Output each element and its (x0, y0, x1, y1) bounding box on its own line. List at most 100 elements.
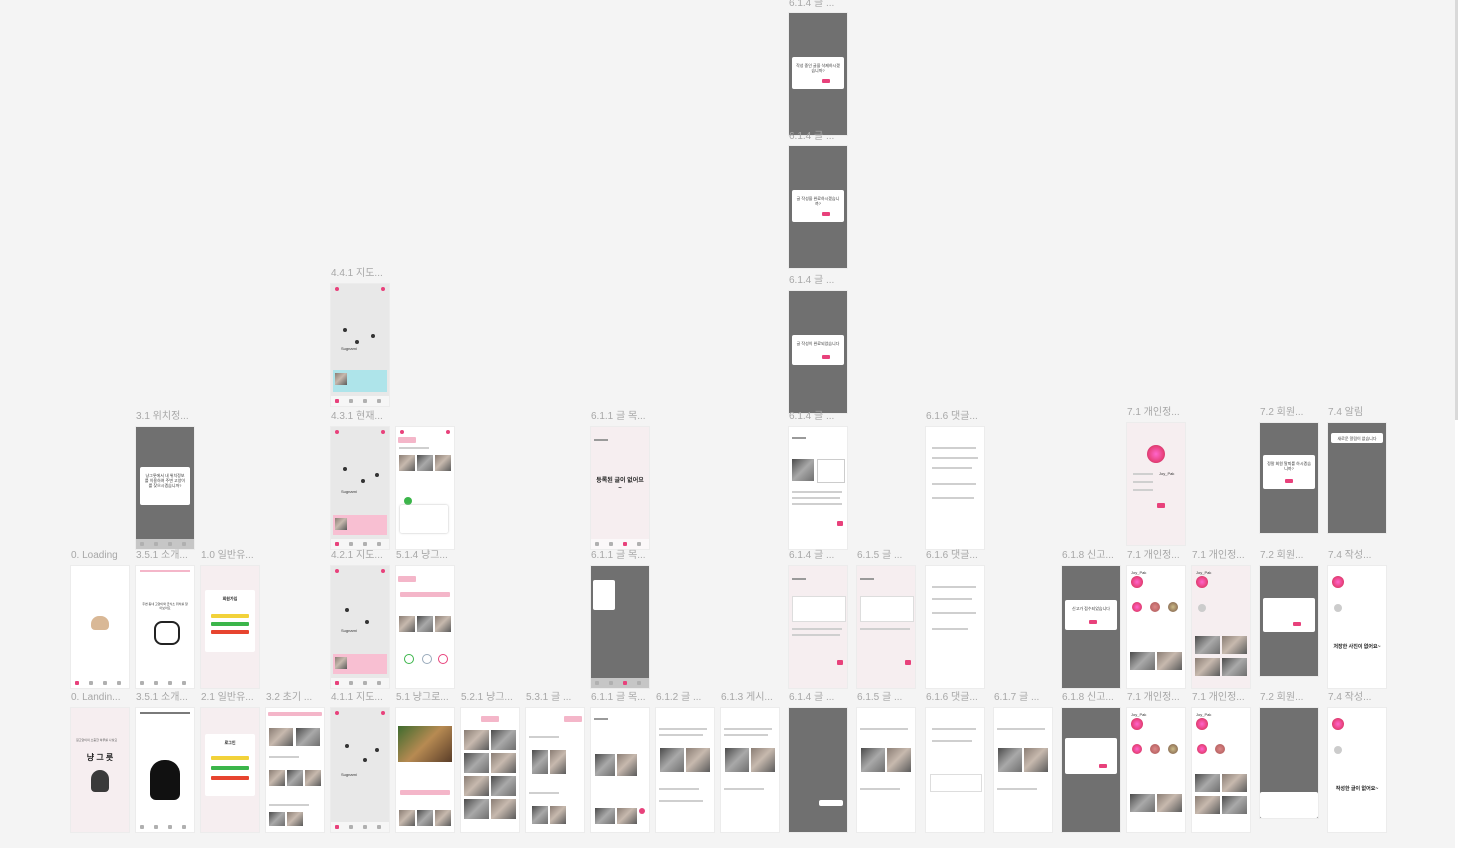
frame-intro-2[interactable] (136, 708, 194, 832)
frame-label[interactable]: 4.3.1 현재... (331, 411, 383, 422)
frame-mypage-3[interactable]: Joy_Pak (1192, 566, 1250, 688)
empty-avatar[interactable] (1334, 746, 1342, 754)
map-pin-icon[interactable] (365, 620, 369, 624)
status-circle[interactable] (404, 654, 414, 664)
frame-withdraw-1[interactable]: 정말 회원 탈퇴를 하시겠습니까? (1260, 423, 1318, 533)
frame-label[interactable]: 6.1.4 글 ... (789, 550, 835, 561)
confirm-button[interactable] (1089, 620, 1097, 624)
frame-label[interactable]: 6.1.5 글 ... (857, 692, 903, 703)
frame-label[interactable]: 6.1.3 게시... (721, 692, 773, 703)
tab-active[interactable] (398, 437, 416, 443)
district-selector[interactable] (594, 439, 608, 441)
cat-info-card[interactable] (333, 370, 387, 392)
tab-active[interactable] (481, 716, 499, 722)
action-sheet[interactable] (819, 800, 843, 806)
frame-label[interactable]: 5.1 냥그로... (396, 692, 449, 703)
frame-label[interactable]: 7.2 회원... (1260, 407, 1304, 418)
frame-write[interactable] (789, 427, 847, 549)
map-pin-icon[interactable] (363, 758, 367, 762)
confirm-button[interactable] (1293, 622, 1301, 626)
frame-comments-3[interactable] (926, 708, 984, 832)
frame-write-modal-3[interactable]: 글 작성이 완료되었습니다 (789, 291, 847, 413)
cat-avatar[interactable] (1215, 744, 1225, 754)
avatar[interactable] (1131, 718, 1143, 730)
kakao-login-button[interactable] (211, 614, 249, 618)
google-login-button[interactable] (211, 630, 249, 634)
empty-avatar[interactable] (1334, 604, 1342, 612)
frame-label[interactable]: 7.1 개인정... (1127, 407, 1180, 418)
frame-label[interactable]: 6.1.7 글 ... (994, 692, 1040, 703)
frame-label[interactable]: 3.1 위치정... (136, 411, 189, 422)
frame-mypage-1[interactable]: Joy_Pak (1127, 566, 1185, 688)
map-pin-icon[interactable] (361, 479, 365, 483)
map-pin-icon[interactable] (375, 748, 379, 752)
status-circle[interactable] (404, 497, 412, 505)
avatar[interactable] (1147, 445, 1165, 463)
confirm-button[interactable] (1285, 479, 1293, 483)
frame-label[interactable]: 6.1.1 글 목... (591, 692, 646, 703)
district-selector[interactable] (860, 578, 874, 580)
frame-label[interactable]: 7.4 작성... (1328, 692, 1372, 703)
cat-avatar[interactable] (1168, 744, 1178, 754)
scrollbar-thumb[interactable] (1455, 0, 1458, 420)
cat-avatar[interactable] (1132, 602, 1142, 612)
frame-label[interactable]: 6.1.4 글 ... (789, 0, 835, 9)
confirm-button[interactable] (822, 79, 830, 83)
cat-avatar[interactable] (1168, 602, 1178, 612)
frame-notifications[interactable]: 새로운 알림이 없습니다 (1328, 423, 1386, 533)
frame-label[interactable]: 6.1.4 글 ... (789, 275, 835, 286)
frame-label[interactable]: 6.1.6 댓글... (926, 550, 978, 561)
map-pin-icon[interactable] (375, 473, 379, 477)
district-selector[interactable] (792, 578, 806, 580)
frame-label[interactable]: 7.2 회원... (1260, 550, 1304, 561)
frame-label[interactable]: 7.1 개인정... (1127, 550, 1180, 561)
frame-label[interactable]: 7.4 알림 (1328, 407, 1364, 418)
frame-initial[interactable] (266, 708, 324, 832)
frame-label[interactable]: 6.1.1 글 목... (591, 550, 646, 561)
frame-label[interactable]: 7.1 개인정... (1127, 692, 1180, 703)
frame-label[interactable]: 6.1.2 글 ... (656, 692, 702, 703)
map-pin-icon[interactable] (355, 340, 359, 344)
frame-report-2[interactable] (1062, 708, 1120, 832)
tab-active[interactable] (564, 716, 582, 722)
write-post-button[interactable] (639, 808, 645, 814)
frame-map-1[interactable]: Sugnami (331, 708, 389, 832)
frame-label[interactable]: 6.1.6 댓글... (926, 411, 978, 422)
empty-avatar[interactable] (1198, 604, 1206, 612)
nickname-field[interactable]: Joy_Pak (1159, 471, 1175, 476)
frame-cat-detail[interactable] (396, 427, 454, 549)
frame-label[interactable]: 7.1 개인정... (1192, 692, 1245, 703)
district-selector[interactable] (792, 437, 806, 439)
frame-location-permission[interactable]: 냥그릇에서 내 위치정보를 이용하여 주변 고양이를 찾으시겠습니까? (136, 427, 194, 549)
frame-label[interactable]: 6.1.6 댓글... (926, 692, 978, 703)
frame-withdraw-menu[interactable] (1260, 708, 1318, 818)
map-pin-icon[interactable] (345, 744, 349, 748)
naver-login-button[interactable] (211, 766, 249, 770)
submit-button[interactable] (837, 521, 843, 526)
frame-write-empty[interactable] (789, 566, 847, 688)
frame-landing[interactable]: 길고양이의 소중한 하루를 나눠요 냥 그 릇 (71, 708, 129, 832)
frame-label[interactable]: 7.4 작성... (1328, 550, 1372, 561)
frame-post-list-dropdown[interactable] (591, 566, 649, 688)
cat-avatar[interactable] (1150, 602, 1160, 612)
frame-label[interactable]: 6.1.4 글 ... (789, 131, 835, 142)
frame-mypage-4[interactable]: Joy_Pak (1192, 708, 1250, 832)
cat-avatar[interactable] (1197, 744, 1207, 754)
frame-label[interactable]: 6.1.5 글 ... (857, 550, 903, 561)
frame-label[interactable]: 4.4.1 지도... (331, 268, 383, 279)
frame-label[interactable]: 6.1.4 글 ... (789, 411, 835, 422)
frame-comments-1[interactable] (926, 427, 984, 549)
cat-info-card[interactable] (333, 515, 387, 535)
avatar[interactable] (1196, 718, 1208, 730)
frame-comments-2[interactable] (926, 566, 984, 688)
frame-saved-photos[interactable]: 저장한 사진이 없어요~ (1328, 566, 1386, 688)
save-button[interactable] (1157, 503, 1165, 508)
district-selector[interactable] (594, 718, 608, 720)
frame-report-1[interactable]: 신고가 접수되었습니다 (1062, 566, 1120, 688)
frame-post-detail[interactable] (656, 708, 714, 832)
map-pin-icon[interactable] (371, 334, 375, 338)
frame-label[interactable]: 6.1.8 신고... (1062, 550, 1114, 561)
photo-upload-area[interactable] (792, 596, 846, 622)
frame-label[interactable]: 4.1.1 지도... (331, 692, 383, 703)
frame-cat-posts[interactable] (526, 708, 584, 832)
